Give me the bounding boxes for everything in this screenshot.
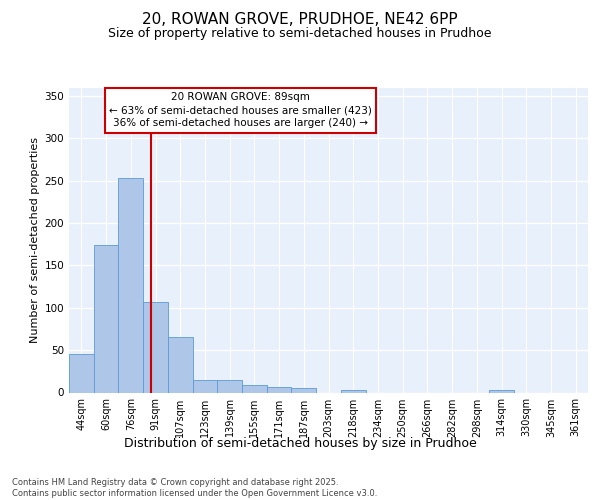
- Bar: [118, 178, 143, 392]
- Text: 20, ROWAN GROVE, PRUDHOE, NE42 6PP: 20, ROWAN GROVE, PRUDHOE, NE42 6PP: [142, 12, 458, 28]
- Bar: [341, 390, 365, 392]
- Bar: [267, 386, 292, 392]
- Bar: [193, 380, 217, 392]
- Text: Contains HM Land Registry data © Crown copyright and database right 2025.
Contai: Contains HM Land Registry data © Crown c…: [12, 478, 377, 498]
- Bar: [69, 354, 94, 393]
- Bar: [94, 245, 118, 392]
- Bar: [168, 338, 193, 392]
- Text: 20 ROWAN GROVE: 89sqm
← 63% of semi-detached houses are smaller (423)
36% of sem: 20 ROWAN GROVE: 89sqm ← 63% of semi-deta…: [109, 92, 372, 128]
- Bar: [489, 390, 514, 392]
- Bar: [217, 380, 242, 392]
- Text: Size of property relative to semi-detached houses in Prudhoe: Size of property relative to semi-detach…: [108, 28, 492, 40]
- Bar: [143, 302, 168, 392]
- Text: Distribution of semi-detached houses by size in Prudhoe: Distribution of semi-detached houses by …: [124, 438, 476, 450]
- Y-axis label: Number of semi-detached properties: Number of semi-detached properties: [30, 137, 40, 343]
- Bar: [242, 385, 267, 392]
- Bar: [292, 388, 316, 392]
